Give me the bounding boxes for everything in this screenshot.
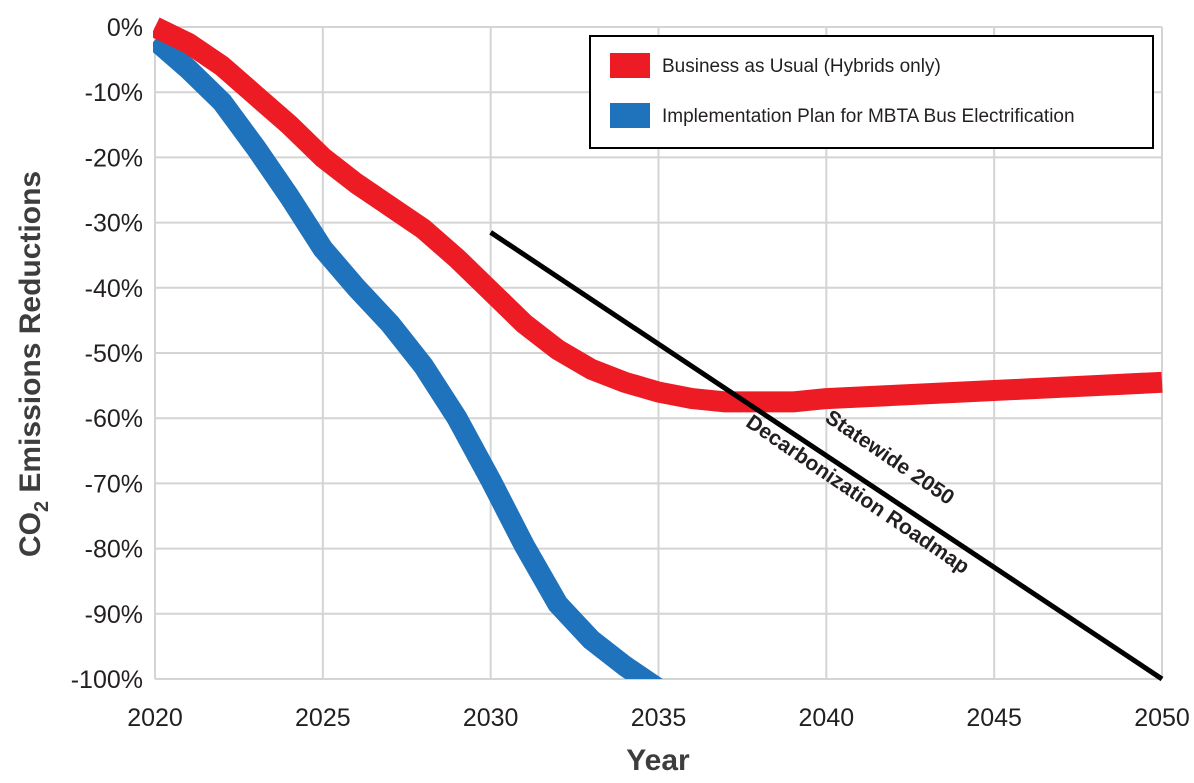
y-tick-label: -30% (85, 210, 143, 238)
y-tick-label: -20% (85, 144, 143, 172)
y-tick-label: -50% (85, 340, 143, 368)
y-axis-title: CO2 Emissions Reductions (14, 171, 53, 557)
legend-box (589, 35, 1154, 149)
y-tick-label: 0% (107, 14, 143, 42)
x-tick-label: 2025 (295, 704, 351, 732)
x-tick-label: 2050 (1134, 704, 1190, 732)
y-axis-title-subscript: 2 (31, 501, 53, 512)
legend-label-implementation-plan: Implementation Plan for MBTA Bus Electri… (662, 106, 1075, 127)
y-tick-label: -10% (85, 79, 143, 107)
series-line-implementation-plan (153, 32, 663, 679)
legend-swatch-implementation-plan (610, 103, 650, 128)
y-tick-label: -60% (85, 405, 143, 433)
series-layer (153, 17, 1163, 679)
x-axis-ticks: 2020 2025 2030 2035 2040 2045 2050 (127, 704, 1190, 732)
y-tick-label: -40% (85, 275, 143, 303)
x-tick-label: 2035 (631, 704, 687, 732)
legend-label-business-as-usual: Business as Usual (Hybrids only) (662, 56, 941, 77)
y-axis-ticks: 0% -10% -20% -30% -40% -50% -60% -70% -80% -90% -1… (71, 14, 143, 694)
series-line-business-as-usual (153, 17, 1163, 413)
y-axis-title-suffix: Emissions Reductions (14, 171, 47, 501)
x-tick-label: 2045 (966, 704, 1022, 732)
x-axis-title: Year (626, 744, 690, 777)
legend-swatch-business-as-usual (610, 53, 650, 78)
legend: Business as Usual (Hybrids only) Impleme… (589, 35, 1154, 149)
reference-line (489, 230, 1164, 682)
x-tick-label: 2020 (127, 704, 183, 732)
y-tick-label: -90% (85, 601, 143, 629)
x-tick-label: 2030 (463, 704, 519, 732)
y-axis-title-prefix: CO (14, 512, 47, 557)
y-tick-label: -70% (85, 470, 143, 498)
y-tick-label: -80% (85, 536, 143, 564)
y-tick-label: -100% (71, 666, 143, 694)
x-tick-label: 2040 (799, 704, 855, 732)
